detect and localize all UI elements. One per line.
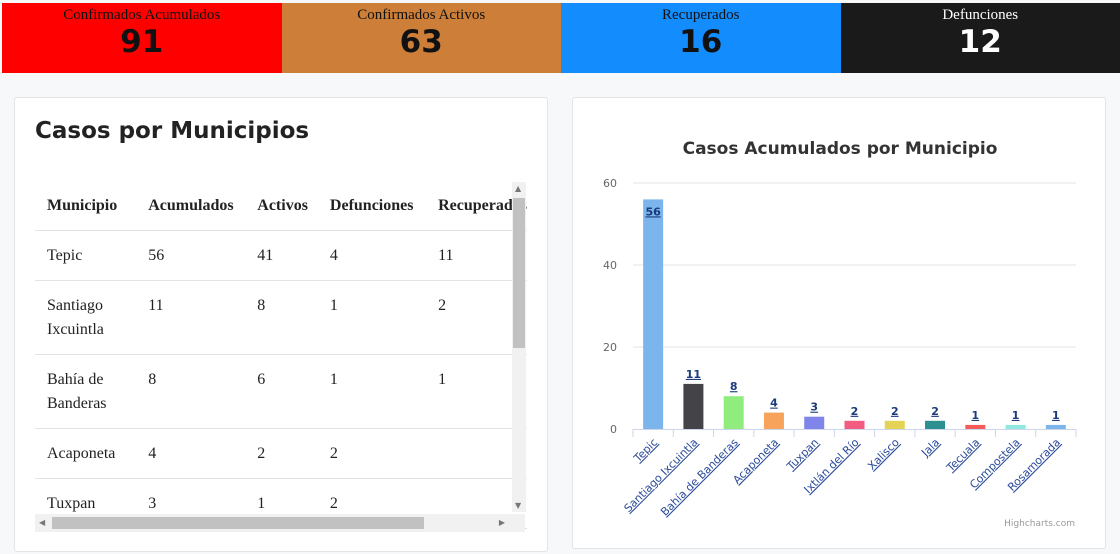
x-tick-label[interactable]: Tuxpan xyxy=(784,436,822,474)
table-cell: 6 xyxy=(245,354,318,428)
stat-value: 91 xyxy=(2,24,282,60)
data-label: 1 xyxy=(1012,409,1020,422)
bar-chart: Casos Acumulados por Municipio Highchart… xyxy=(573,98,1107,550)
data-label: 4 xyxy=(770,397,778,410)
bar[interactable] xyxy=(965,425,985,429)
y-tick-label: 60 xyxy=(603,177,617,190)
data-label: 3 xyxy=(810,401,818,414)
horizontal-scrollbar[interactable]: ◀▶ xyxy=(35,514,525,532)
x-tick-label[interactable]: Bahía de Banderas xyxy=(658,436,741,519)
table-cell: 8 xyxy=(136,354,245,428)
table-cell: Bahía de Banderas xyxy=(35,354,136,428)
bar[interactable] xyxy=(1046,425,1066,429)
table-cell: 56 xyxy=(136,230,245,280)
bar[interactable] xyxy=(683,384,703,429)
scroll-up-icon[interactable]: ▲ xyxy=(515,184,521,193)
horizontal-scroll-thumb[interactable] xyxy=(52,517,424,529)
x-tick-label[interactable]: Tepic xyxy=(631,436,660,465)
column-header: Activos xyxy=(245,182,318,230)
chart-title: Casos Acumulados por Municipio xyxy=(683,139,998,159)
y-tick-label: 0 xyxy=(610,423,617,436)
table-cell: Acaponeta xyxy=(35,428,136,478)
bar[interactable] xyxy=(845,421,865,429)
data-label: 8 xyxy=(730,380,738,393)
y-tick-label: 40 xyxy=(603,259,617,272)
x-tick-label[interactable]: Jala xyxy=(918,436,942,460)
table-cell: 4 xyxy=(136,428,245,478)
x-tick-label[interactable]: Tecuala xyxy=(943,436,982,475)
table-title: Casos por Municipios xyxy=(35,118,309,144)
column-header: Acumulados xyxy=(136,182,245,230)
data-label: 1 xyxy=(971,409,979,422)
bar[interactable] xyxy=(1006,425,1026,429)
scroll-right-icon[interactable]: ▶ xyxy=(499,518,505,527)
data-label: 2 xyxy=(931,405,939,418)
stat-label: Confirmados Acumulados xyxy=(2,7,282,24)
vertical-scrollbar[interactable]: ▲▼ xyxy=(512,182,526,512)
column-header: Municipio xyxy=(35,182,136,230)
stat-label: Recuperados xyxy=(561,7,841,24)
column-header: Defunciones xyxy=(318,182,426,230)
x-tick-label[interactable]: Xalisco xyxy=(865,436,902,473)
highcharts-credits[interactable]: Highcharts.com xyxy=(1004,519,1075,529)
chart-card: Casos Acumulados por Municipio Highchart… xyxy=(572,97,1106,549)
table-cell: 2 xyxy=(318,428,426,478)
bar[interactable] xyxy=(724,396,744,429)
table-cell: 8 xyxy=(245,280,318,354)
table-cell: Tepic xyxy=(35,230,136,280)
data-label: 11 xyxy=(686,368,701,381)
bar[interactable] xyxy=(925,421,945,429)
table-cell: 11 xyxy=(136,280,245,354)
table-cell: Santiago Ixcuintla xyxy=(35,280,136,354)
bar[interactable] xyxy=(643,199,663,429)
stat-label: Confirmados Activos xyxy=(282,7,562,24)
stat-value: 16 xyxy=(561,24,841,60)
stat-value: 12 xyxy=(841,24,1120,60)
x-tick-label[interactable]: Santiago Ixcuintla xyxy=(622,436,701,515)
bar[interactable] xyxy=(764,413,784,429)
table-cell: 4 xyxy=(318,230,426,280)
table-cell: 1 xyxy=(318,354,426,428)
data-label: 2 xyxy=(851,405,859,418)
data-label: 2 xyxy=(891,405,899,418)
scroll-down-icon[interactable]: ▼ xyxy=(515,501,521,510)
table-cell: 41 xyxy=(245,230,318,280)
vertical-scroll-thumb[interactable] xyxy=(513,198,525,348)
data-label: 1 xyxy=(1052,409,1060,422)
table-cell: 2 xyxy=(245,428,318,478)
data-label: 56 xyxy=(645,205,661,218)
stat-value: 63 xyxy=(282,24,562,60)
stat-label: Defunciones xyxy=(841,7,1120,24)
scroll-left-icon[interactable]: ◀ xyxy=(39,518,45,527)
bar[interactable] xyxy=(804,417,824,429)
table-cell: 1 xyxy=(318,280,426,354)
bar[interactable] xyxy=(885,421,905,429)
y-tick-label: 20 xyxy=(603,341,617,354)
